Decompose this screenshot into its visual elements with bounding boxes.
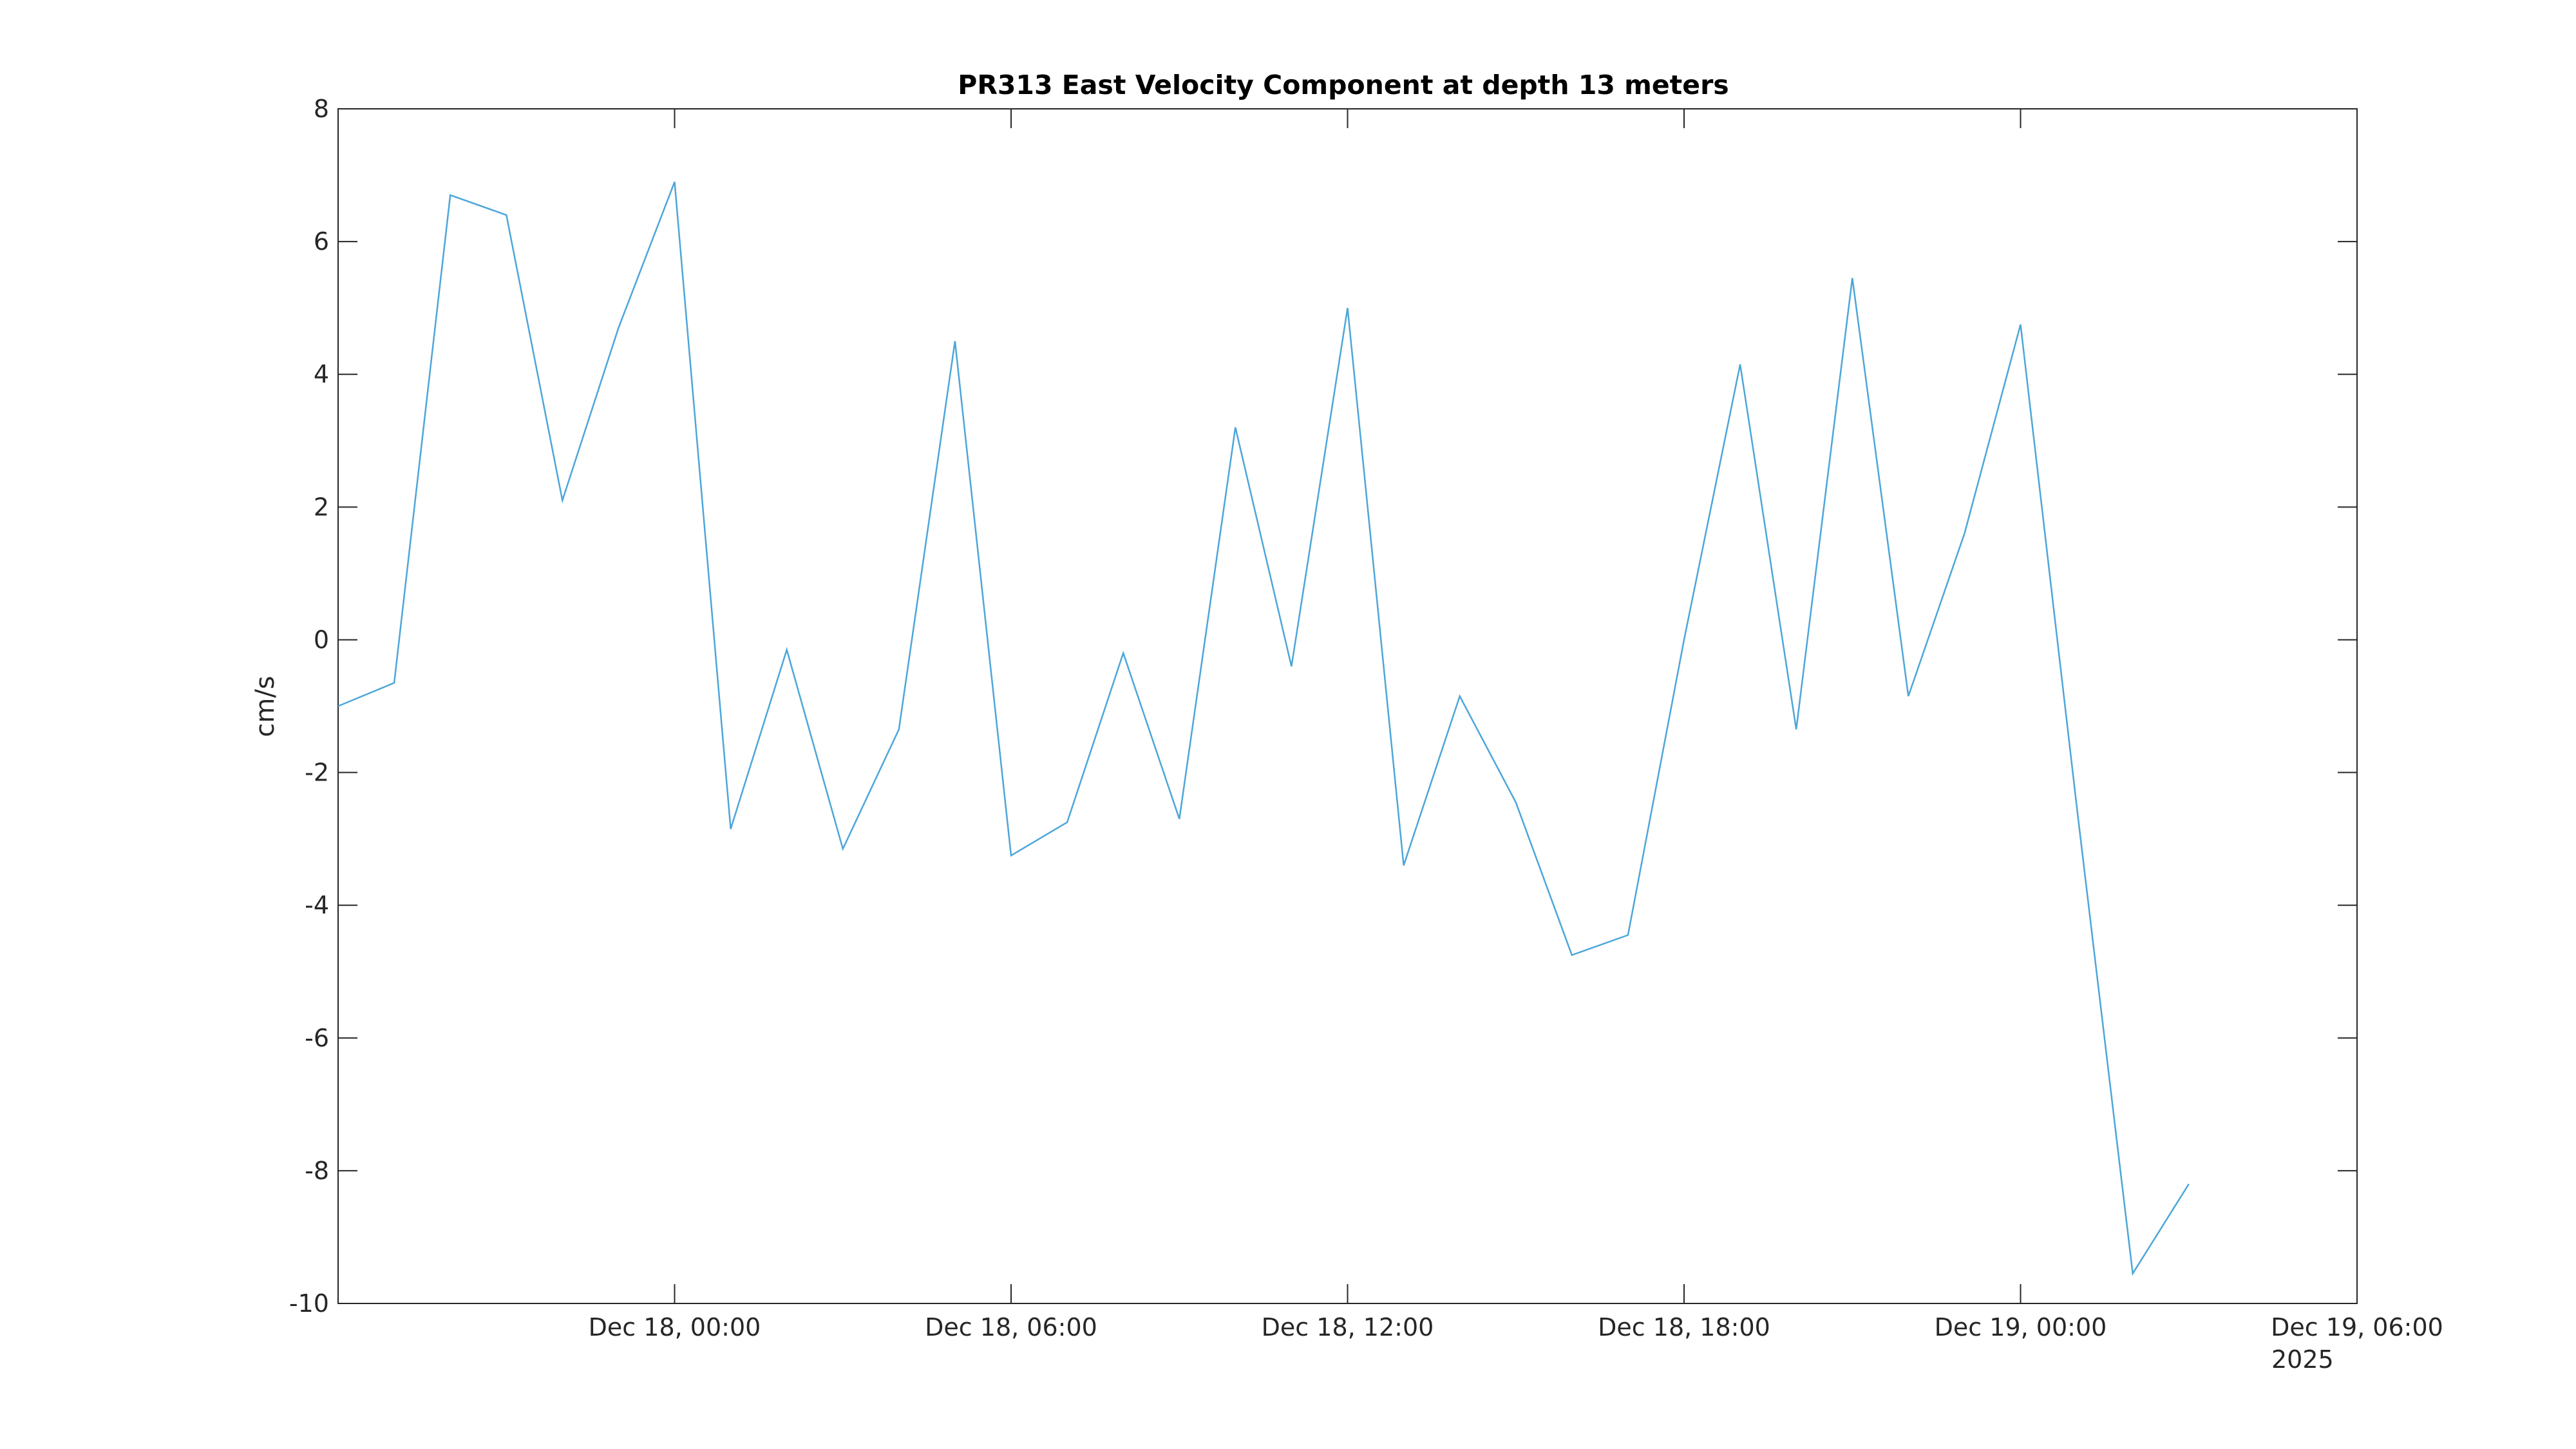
y-tick-label: -6 [305,1024,329,1052]
y-axis-label: cm/s [251,676,280,737]
x-tick-label: Dec 19, 00:00 [1935,1313,2107,1341]
x-tick-label: Dec 18, 00:00 [589,1313,761,1341]
series-group [337,181,2190,1276]
chart-title: PR313 East Velocity Component at depth 1… [958,70,1728,100]
x-axis-year-label: 2025 [2271,1345,2334,1374]
y-tick-label: 2 [314,493,329,521]
y-tick-label: 6 [314,227,329,256]
x-axis: Dec 18, 00:00 Dec 18, 06:00 Dec 18, 12:00 D… [589,109,2443,1341]
y-tick-label: 0 [314,625,329,654]
x-tick-label: Dec 18, 06:00 [925,1313,1097,1341]
y-tick-label: -10 [289,1289,329,1318]
series-line [337,181,2190,1276]
y-tick-label: -4 [305,891,329,920]
y-tick-label: -2 [305,759,329,787]
y-axis: 8 6 4 2 0 -2 -4 -6 -8 -10 [289,95,2357,1318]
x-tick-label: Dec 19, 06:00 [2271,1313,2443,1341]
y-tick-label: -8 [305,1157,329,1185]
x-tick-label: Dec 18, 12:00 [1262,1313,1434,1341]
x-tick-label: Dec 18, 18:00 [1598,1313,1770,1341]
y-tick-label: 4 [314,360,329,388]
plot-area-frame [337,108,2358,1304]
y-tick-label: 8 [314,95,329,123]
